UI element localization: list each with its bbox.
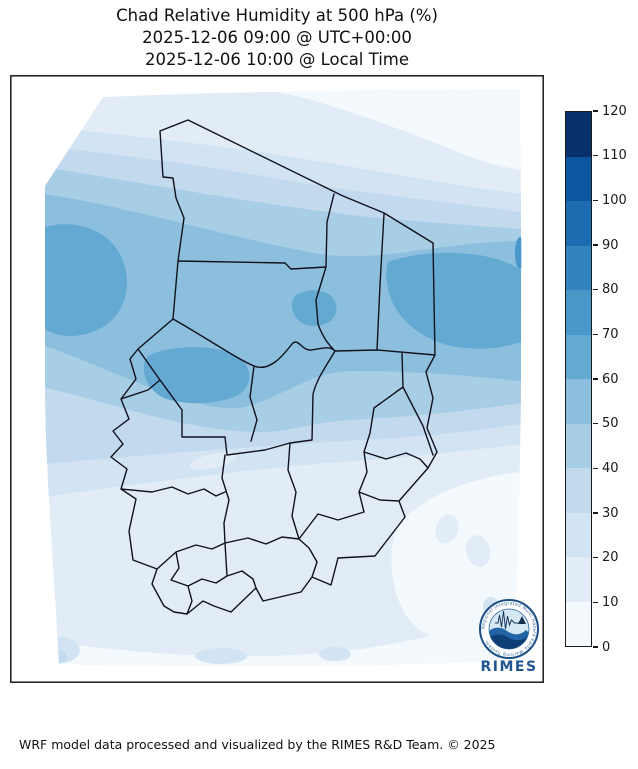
- chart-subtitle-utc: 2025-12-06 09:00 @ UTC+00:00: [142, 28, 412, 47]
- rimes-logo: Regional Integrated Multi-Hazard Early W…: [479, 599, 539, 675]
- humidity-contours: [45, 89, 522, 667]
- map-frame: [10, 75, 544, 683]
- colorbar-tick: 90: [593, 237, 619, 253]
- colorbar-tick: 40: [593, 460, 619, 476]
- colorbar-band: [566, 290, 591, 335]
- colorbar-band: [566, 557, 591, 602]
- colorbar-band: [566, 423, 591, 468]
- colorbar-tick: 80: [593, 282, 619, 298]
- tick-mark: [593, 199, 598, 202]
- colorbar-band: [566, 468, 591, 513]
- tick-mark: [593, 646, 598, 648]
- map-panel: [10, 75, 544, 683]
- colorbar-tick-label: 80: [602, 282, 619, 298]
- tick-mark: [593, 288, 598, 291]
- colorbar-tick: 110: [593, 148, 627, 164]
- tick-mark: [593, 512, 598, 514]
- tick-mark: [593, 601, 598, 604]
- admin-boundaries: [110, 119, 438, 615]
- chart-title-block: Chad Relative Humidity at 500 hPa (%) 20…: [10, 5, 544, 71]
- colorbar-tick-label: 10: [602, 594, 619, 610]
- colorbar-tick: 0: [593, 639, 610, 655]
- chart-title: Chad Relative Humidity at 500 hPa (%): [116, 6, 438, 25]
- colorbar-tick-label: 0: [602, 639, 611, 655]
- tick-mark: [593, 110, 598, 112]
- colorbar-ticks: 0 10 20 30 40 50 60 70 80 90 100 110 120: [593, 104, 638, 655]
- tick-mark: [593, 333, 598, 336]
- tick-mark: [593, 467, 598, 470]
- seismograph-icon: [495, 610, 521, 630]
- colorbar: [565, 111, 592, 647]
- attribution-text: WRF model data processed and visualized …: [19, 737, 496, 752]
- logo-art: [489, 610, 529, 649]
- colorbar-tick: 10: [593, 594, 619, 610]
- chad-map: [10, 75, 544, 683]
- colorbar-tick: 50: [593, 416, 619, 432]
- tick-mark: [593, 422, 598, 425]
- colorbar-tick-label: 90: [602, 237, 619, 253]
- colorbar-tick: 120: [593, 103, 627, 119]
- colorbar-tick-label: 20: [602, 550, 619, 566]
- colorbar-tick: 30: [593, 505, 619, 521]
- colorbar-tick-label: 50: [602, 416, 619, 432]
- chart-subtitle-local: 2025-12-06 10:00 @ Local Time: [144, 50, 410, 69]
- colorbar-tick-label: 40: [602, 460, 619, 476]
- colorbar-band: [566, 379, 591, 424]
- tick-mark: [593, 378, 598, 380]
- colorbar-band: [566, 512, 591, 557]
- wave-dark-icon: [489, 634, 529, 649]
- sailboat-icon: [518, 616, 526, 624]
- colorbar-tick-label: 110: [602, 148, 627, 164]
- colorbar-tick: 100: [593, 192, 627, 208]
- colorbar-band: [566, 245, 591, 290]
- colorbar-tick: 20: [593, 550, 619, 566]
- colorbar-band: [566, 112, 591, 157]
- logo-wordmark: RIMES: [480, 659, 537, 675]
- colorbar-band: [566, 156, 591, 201]
- colorbar-band: [566, 201, 591, 246]
- tick-mark: [593, 556, 598, 559]
- colorbar-tick-label: 60: [602, 371, 619, 387]
- colorbar-tick-label: 120: [602, 103, 627, 119]
- tick-mark: [593, 154, 598, 157]
- colorbar-tick-label: 100: [602, 192, 627, 208]
- colorbar-tick-label: 70: [602, 326, 619, 342]
- colorbar-tick: 60: [593, 371, 619, 387]
- colorbar-tick-label: 30: [602, 505, 619, 521]
- tick-mark: [593, 244, 598, 246]
- colorbar-tick: 70: [593, 326, 619, 342]
- colorbar-band: [566, 334, 591, 379]
- colorbar-band: [566, 601, 591, 646]
